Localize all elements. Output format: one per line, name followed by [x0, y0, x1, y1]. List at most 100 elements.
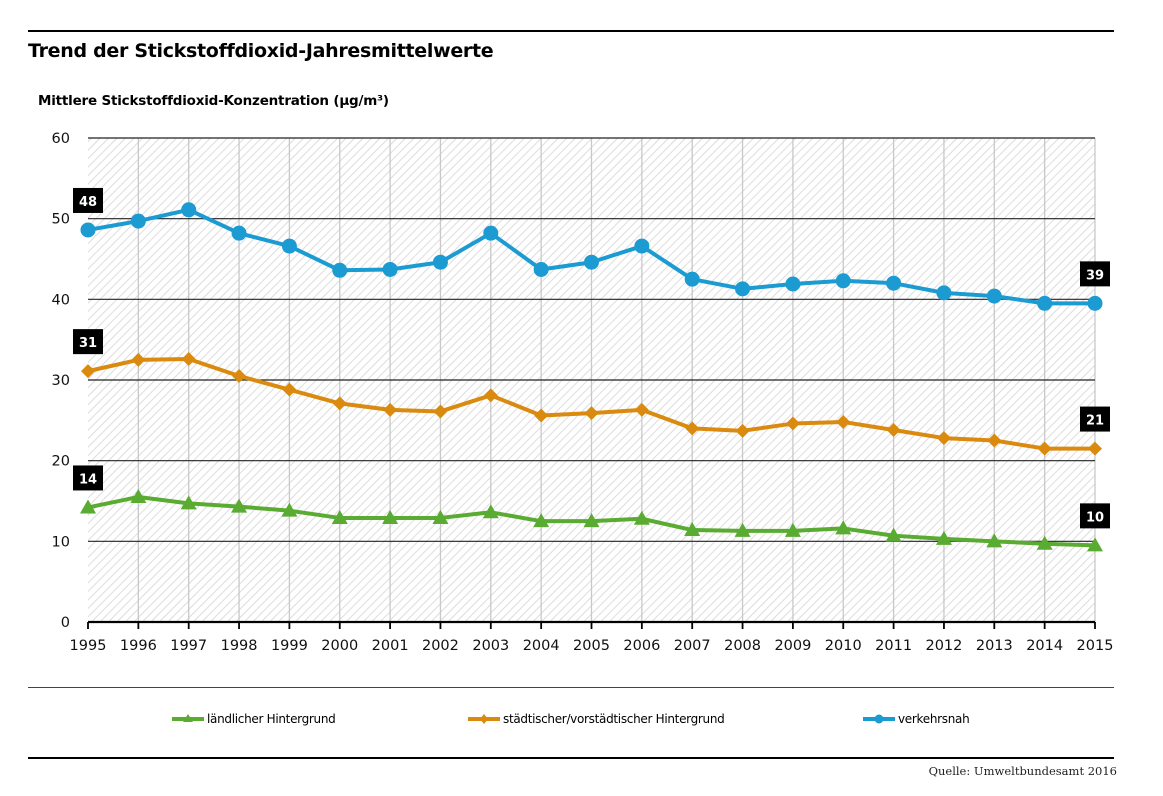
- x-tick-label: 2001: [372, 638, 409, 654]
- end-value-flag: 10: [1080, 503, 1110, 529]
- x-tick-label: 2012: [925, 638, 962, 654]
- data-point: [231, 225, 247, 241]
- data-point: [633, 510, 650, 525]
- series-layer: [80, 202, 1103, 552]
- y-tick-label: 40: [52, 292, 70, 308]
- data-point: [1036, 535, 1053, 550]
- data-point: [583, 513, 600, 528]
- line-chart: 0 10 20 30 40 50 60 1995 1996 1997 1998 1999 2000 20…: [52, 131, 1114, 654]
- data-point: [1087, 537, 1103, 552]
- data-point: [735, 281, 751, 297]
- end-value-flag: 21: [1080, 406, 1110, 432]
- x-tick-label: 1997: [170, 638, 207, 654]
- flag-label: 10: [1086, 510, 1104, 525]
- flag-box: [73, 465, 103, 491]
- legend-item-rural: ländlicher Hintergrund: [172, 712, 336, 726]
- x-tick-label: 2008: [724, 638, 761, 654]
- x-tick-label: 2009: [774, 638, 811, 654]
- legend-diamond-marker-icon: [468, 714, 500, 724]
- data-point: [885, 527, 902, 542]
- data-point: [232, 368, 247, 383]
- data-point: [835, 520, 852, 535]
- x-tick-label: 2002: [422, 638, 459, 654]
- legend-triangle-marker-icon: [172, 714, 204, 722]
- data-point: [986, 533, 1003, 548]
- x-tick-label: 2010: [825, 638, 862, 654]
- data-point: [181, 202, 197, 218]
- x-tick-label: 2006: [623, 638, 660, 654]
- x-tick-label: 1996: [120, 638, 157, 654]
- data-point: [282, 382, 297, 397]
- data-point: [684, 522, 701, 537]
- data-point: [81, 364, 95, 379]
- start-value-flag: 14: [73, 465, 103, 491]
- data-point: [483, 225, 499, 241]
- data-point: [735, 423, 750, 438]
- x-tick-label: 2014: [1026, 638, 1063, 654]
- data-point: [886, 423, 901, 438]
- data-point: [131, 352, 146, 367]
- series-triangle: [80, 488, 1103, 552]
- x-tick-label: 1995: [70, 638, 107, 654]
- data-point: [785, 276, 801, 292]
- data-point: [231, 498, 248, 513]
- flag-box: [1080, 503, 1110, 529]
- y-tick-label: 20: [52, 454, 70, 470]
- x-tick-label: 1999: [271, 638, 308, 654]
- legend-circle-marker-icon: [863, 714, 895, 724]
- series-circle: [80, 202, 1103, 311]
- flag-label: 31: [79, 336, 97, 351]
- x-tick-label: 2005: [573, 638, 610, 654]
- data-point: [634, 238, 650, 254]
- start-value-flag: 48: [73, 187, 103, 213]
- flag-label: 48: [79, 195, 97, 210]
- data-point: [584, 406, 599, 421]
- start-value-flag: 31: [73, 329, 103, 355]
- x-axis: 1995 1996 1997 1998 1999 2000 2001 2002 2003 2004…: [70, 620, 1114, 654]
- data-point: [987, 433, 1002, 448]
- flag-label: 14: [79, 472, 97, 487]
- legend-item-traffic: verkehrsnah: [863, 712, 970, 726]
- y-axis-label: Mittlere Stickstoffdioxid-Konzentration …: [38, 93, 389, 109]
- data-point: [331, 509, 348, 524]
- value-flags: 14 10 31 21 48 39: [73, 187, 1110, 529]
- data-point: [684, 271, 700, 287]
- y-tick-label: 30: [52, 373, 70, 389]
- data-point: [936, 431, 951, 446]
- legend-label: verkehrsnah: [898, 712, 970, 726]
- data-point: [281, 238, 297, 254]
- legend-item-urban: städtischer/vorstädtischer Hintergrund: [468, 712, 725, 726]
- data-point: [433, 404, 448, 419]
- end-value-flag: 39: [1080, 261, 1110, 287]
- legend-divider: [28, 687, 1114, 688]
- bottom-rule: [28, 757, 1114, 759]
- data-point: [734, 522, 751, 537]
- flag-box: [1080, 261, 1110, 287]
- data-point: [936, 285, 952, 301]
- data-point: [332, 396, 347, 411]
- data-point: [432, 509, 449, 524]
- data-point: [685, 421, 700, 436]
- data-point: [432, 254, 448, 270]
- data-point: [1037, 295, 1053, 311]
- data-point: [382, 261, 398, 277]
- data-point: [482, 504, 499, 519]
- y-tick-label: 60: [52, 131, 70, 147]
- data-point: [784, 522, 801, 537]
- flag-box: [73, 187, 103, 213]
- legend: ländlicher Hintergrund städtischer/vorst…: [0, 712, 1163, 732]
- series-diamond: [81, 352, 1102, 456]
- data-point: [835, 273, 851, 289]
- x-tick-label: 2013: [976, 638, 1013, 654]
- data-point: [130, 488, 147, 503]
- data-point: [281, 502, 298, 517]
- x-tick-label: 2011: [875, 638, 912, 654]
- data-point: [785, 416, 800, 431]
- flag-label: 21: [1086, 414, 1104, 429]
- data-point: [180, 495, 197, 510]
- data-point: [886, 275, 902, 291]
- data-point: [584, 254, 599, 270]
- chart-title: Trend der Stickstoffdioxid-Jahresmittelw…: [28, 40, 494, 62]
- x-tick-label: 2015: [1077, 638, 1114, 654]
- data-point: [1087, 295, 1103, 311]
